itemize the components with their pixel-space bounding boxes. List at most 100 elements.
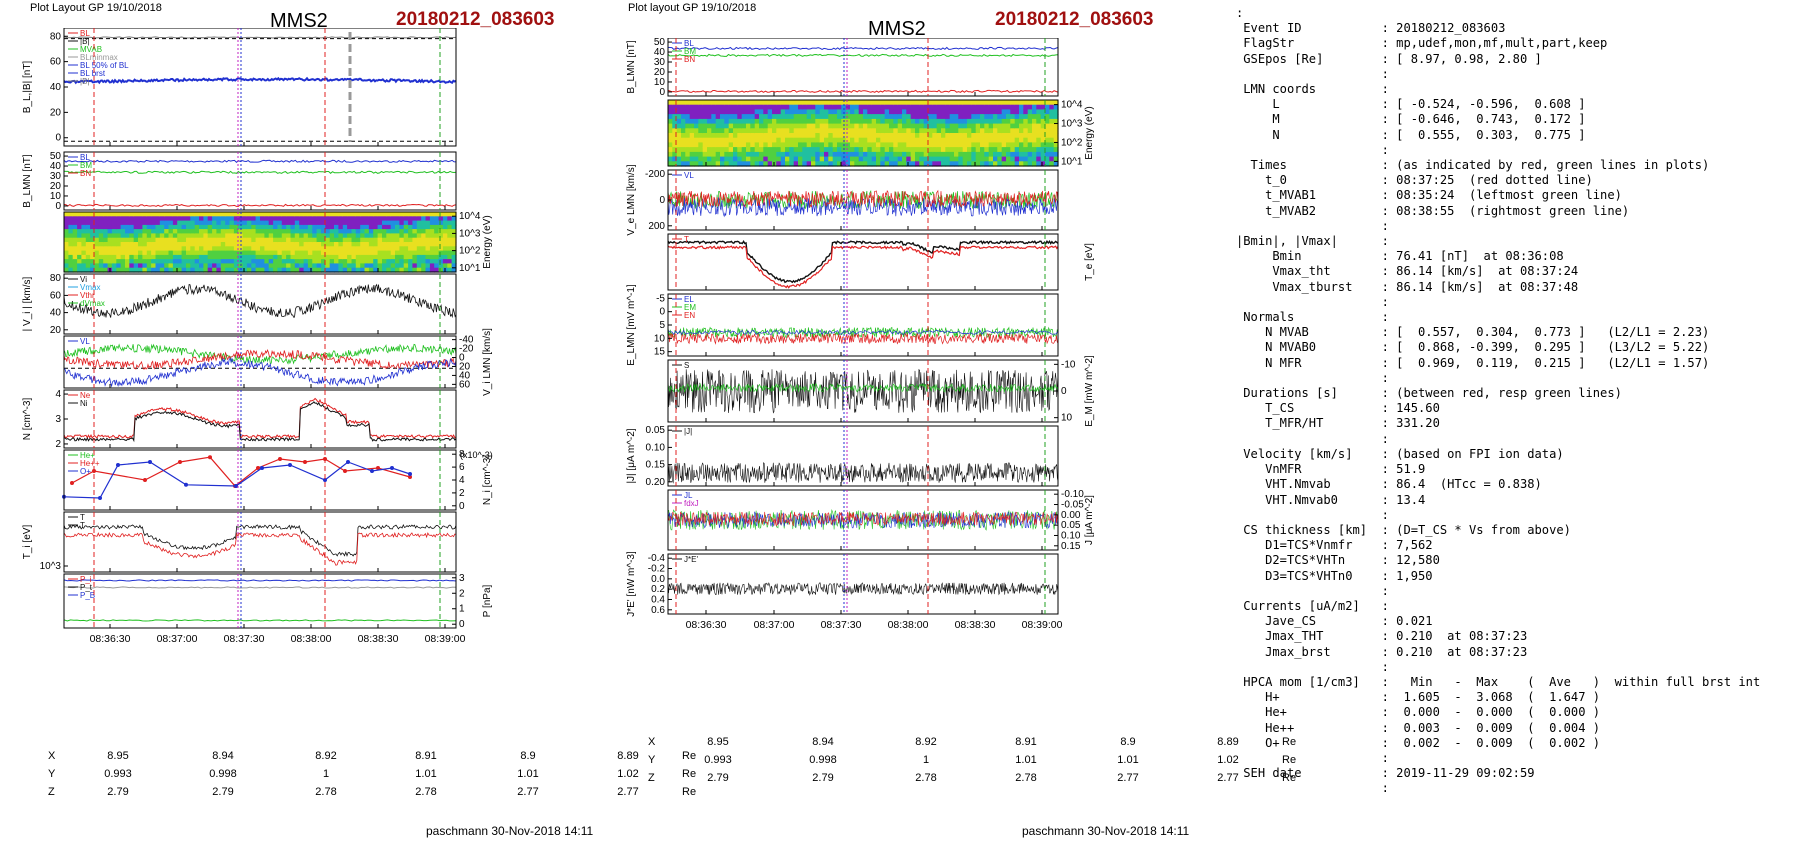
spectrogram-cell (945, 100, 951, 106)
spectrogram-cell (694, 161, 699, 167)
spectrogram-cell (1036, 137, 1042, 143)
data-point (288, 463, 292, 467)
spectrogram-cell (728, 123, 734, 129)
spectrogram-cell (403, 212, 409, 217)
data-point (184, 482, 188, 487)
spectrogram-cell (159, 246, 165, 252)
spectrogram-cell (1023, 123, 1029, 129)
spectrogram-cell (984, 118, 990, 125)
spectrogram-cell (720, 161, 725, 167)
spectrogram-cell (155, 267, 161, 273)
coord-value: 2.78 (1015, 772, 1037, 784)
spectrogram-cell (711, 161, 717, 167)
y-axis-label: P [nPa] (482, 584, 493, 617)
spectrogram-cell (928, 104, 933, 110)
spectrogram-cell (155, 263, 161, 269)
spectrogram-cell (177, 212, 183, 217)
spectrogram-cell (64, 237, 69, 243)
spectrogram-cell (142, 212, 148, 217)
spectrogram-cell (759, 137, 764, 143)
spectrogram-cell (264, 267, 270, 273)
spectrogram-cell (395, 242, 400, 247)
data-point (408, 475, 412, 479)
spectrogram-cell (1014, 161, 1020, 167)
spectrogram-cell (1040, 100, 1046, 106)
spectrogram-cell (172, 237, 178, 243)
spectrogram-cell (377, 254, 383, 260)
spectrogram-cell (190, 246, 196, 252)
y-axis-label: N [cm^-3] (22, 398, 33, 441)
x-tick-label: 08:39:00 (1022, 619, 1063, 631)
spectrogram-cell (186, 267, 191, 273)
spectrogram-cell (377, 216, 383, 222)
spectrogram-cell (186, 233, 191, 239)
spectrogram-cell (954, 142, 959, 148)
spectrogram-cell (724, 156, 730, 162)
spectrogram-cell (125, 216, 130, 222)
spectrogram-cell (120, 224, 126, 230)
spectrogram-cell (90, 259, 96, 264)
spectrogram-cell (949, 123, 955, 129)
spectrogram-cell (824, 142, 829, 148)
spectrogram-cell (962, 161, 968, 167)
y-tick-label: 40 (459, 370, 471, 381)
series-bm (63, 170, 457, 174)
spectrogram-cell (694, 109, 699, 115)
spectrogram-cell (763, 161, 769, 167)
y-axis-label: Energy (eV) (1084, 106, 1095, 159)
spectrogram-cell (177, 250, 183, 256)
spectrogram-cell (194, 246, 200, 252)
spectrogram-cell (72, 237, 78, 243)
spectrogram-cell (386, 224, 392, 230)
spectrogram-cell (1014, 100, 1020, 106)
spectrogram-cell (841, 156, 847, 162)
spectrogram-cell (1040, 133, 1046, 139)
spectrogram-cell (1001, 104, 1007, 110)
spectrogram-cell (334, 216, 339, 222)
spectrogram-cell (980, 118, 985, 125)
spectrogram-cell (676, 118, 682, 125)
spectrogram-cell (421, 259, 427, 264)
spectrogram-cell (172, 233, 178, 239)
spectrogram-cell (858, 100, 864, 106)
spectrogram-cell (242, 229, 248, 234)
spectrogram-cell (919, 161, 925, 167)
spectrogram-cell (724, 100, 730, 106)
spectrogram-cell (338, 224, 344, 230)
spectrogram-cell (806, 104, 812, 110)
spectrogram-cell (129, 233, 135, 239)
spectrogram-cell (125, 229, 130, 234)
spectrogram-cell (85, 246, 91, 252)
spectrogram-cell (116, 220, 122, 226)
spectrogram-cell (303, 246, 309, 252)
spectrogram-cell (116, 229, 122, 234)
y-tick-label: 2 (459, 488, 465, 499)
spectrogram-cell (715, 104, 721, 110)
spectrogram-cell (347, 263, 353, 269)
spectrogram-cell (737, 133, 743, 139)
spectrogram-cell (303, 229, 309, 234)
spectrogram-cell (85, 267, 91, 273)
spectrogram-cell (863, 151, 868, 158)
spectrogram-cell (1045, 133, 1050, 139)
spectrogram-cell (1027, 151, 1033, 158)
spectrogram-cell (1019, 100, 1024, 106)
spectrogram-cell (806, 151, 812, 158)
spectrogram-cell (676, 104, 682, 110)
spectrogram-cell (824, 114, 829, 120)
y-tick-label: 80 (50, 31, 62, 42)
spectrogram-cell (412, 212, 418, 217)
spectrogram-cell (120, 250, 126, 256)
spectrogram-cell (802, 109, 808, 115)
spectrogram-cell (828, 104, 834, 110)
spectrogram-cell (129, 224, 135, 230)
spectrogram-cell (767, 109, 773, 115)
spectrogram-cell (993, 100, 998, 106)
spectrogram-cell (702, 142, 708, 148)
spectrogram-cell (94, 259, 100, 264)
spectrogram-cell (945, 137, 951, 143)
spectrogram-cell (854, 142, 860, 148)
spectrogram-cell (789, 118, 795, 125)
coord-value: 8.89 (1217, 736, 1239, 748)
spectrogram-cell (919, 114, 925, 120)
